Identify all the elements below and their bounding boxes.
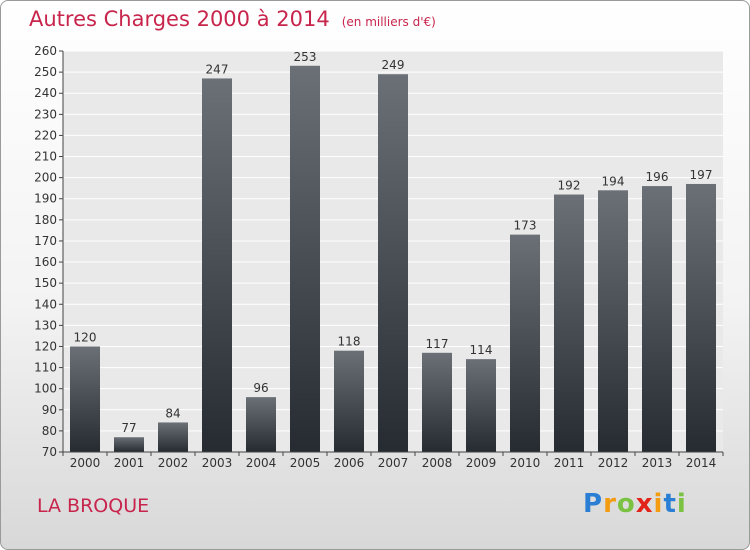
y-tick-label: 230 (34, 107, 57, 121)
data-label: 77 (121, 421, 136, 435)
bar (642, 186, 672, 453)
commune-name: LA BROQUE (37, 495, 150, 517)
x-tick-label: 2012 (598, 456, 629, 470)
bar (510, 234, 540, 452)
logo-letter: x (635, 489, 654, 519)
y-tick-label: 210 (34, 150, 57, 164)
x-tick-label: 2001 (114, 456, 145, 470)
bar (378, 74, 408, 452)
x-tick-label: 2013 (642, 456, 673, 470)
y-tick-label: 160 (34, 255, 57, 269)
bars (70, 65, 716, 453)
y-tick-label: 250 (34, 65, 57, 79)
x-tick-label: 2009 (466, 456, 497, 470)
data-label: 117 (426, 337, 449, 351)
x-tick-label: 2014 (686, 456, 717, 470)
data-label: 118 (338, 335, 361, 349)
x-tick-label: 2000 (70, 456, 101, 470)
x-tick-label: 2007 (378, 456, 409, 470)
logo-letter: r (603, 489, 617, 519)
data-label: 84 (165, 406, 180, 420)
y-tick-label: 100 (34, 382, 57, 396)
y-tick-label: 220 (34, 128, 57, 142)
data-label: 173 (514, 219, 537, 233)
y-axis-ticks: 70 80 90 100 110 120 130 140 150 160 170 180 190 200 2… (34, 44, 63, 459)
bar (686, 183, 716, 452)
logo-letter: i (676, 489, 687, 519)
logo-letter: t (663, 489, 677, 519)
chart-subtitle: (en milliers d'€) (341, 15, 436, 29)
bar (422, 352, 452, 452)
logo-letter: i (653, 489, 664, 519)
y-tick-label: 120 (34, 339, 57, 353)
y-tick-label: 170 (34, 234, 57, 248)
data-label: 249 (382, 58, 405, 72)
y-tick-label: 190 (34, 192, 57, 206)
bar (334, 350, 364, 452)
chart-title-block: Autres Charges 2000 à 2014 (en milliers d… (29, 7, 436, 31)
y-tick-label: 200 (34, 171, 57, 185)
y-tick-label: 140 (34, 297, 57, 311)
data-label: 96 (253, 381, 268, 395)
data-label: 192 (558, 179, 581, 193)
bar (466, 359, 496, 452)
x-tick-label: 2003 (202, 456, 233, 470)
x-tick-label: 2011 (554, 456, 585, 470)
y-tick-label: 130 (34, 318, 57, 332)
bar (598, 190, 628, 452)
data-label: 114 (470, 343, 493, 357)
bar (158, 422, 188, 452)
x-tick-label: 2010 (510, 456, 541, 470)
y-tick-label: 110 (34, 361, 57, 375)
x-tick-label: 2006 (334, 456, 365, 470)
bar (290, 65, 320, 452)
data-label: 196 (646, 170, 669, 184)
bar (70, 346, 100, 452)
y-tick-label: 70 (42, 445, 57, 459)
bar (202, 78, 232, 453)
data-label: 247 (206, 62, 229, 76)
y-tick-label: 180 (34, 213, 57, 227)
data-label: 197 (690, 168, 713, 182)
proxiti-logo: Proxiti (583, 489, 687, 519)
y-tick-label: 80 (42, 424, 57, 438)
x-tick-label: 2004 (246, 456, 277, 470)
x-tick-label: 2005 (290, 456, 321, 470)
x-tick-label: 2002 (158, 456, 189, 470)
bar (114, 437, 144, 452)
y-tick-label: 240 (34, 86, 57, 100)
x-axis-ticks: 2000 2001 2002 2003 2004 2005 2006 2007 2008 2009… (62, 452, 724, 470)
y-tick-label: 90 (42, 403, 57, 417)
x-tick-label: 2008 (422, 456, 453, 470)
y-tick-label: 260 (34, 44, 57, 58)
bar (554, 194, 584, 452)
data-label: 194 (602, 174, 625, 188)
data-label: 120 (74, 330, 97, 344)
data-label: 253 (294, 50, 317, 64)
logo-letter: o (616, 489, 636, 519)
y-tick-label: 150 (34, 276, 57, 290)
chart-title: Autres Charges 2000 à 2014 (29, 7, 330, 31)
logo-letter: P (583, 489, 604, 519)
bar (246, 397, 276, 452)
data-labels: 120 77 84 247 96 253 118 249 117 114 173 192 194 196 1… (74, 50, 713, 435)
